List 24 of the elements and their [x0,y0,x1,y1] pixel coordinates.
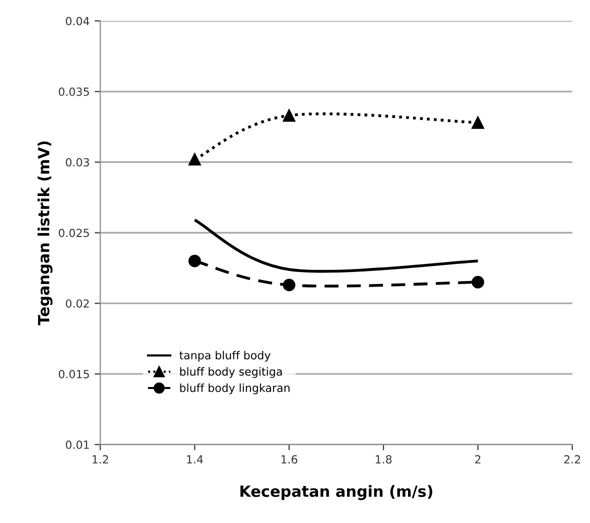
x-tick-label: 2 [475,455,480,464]
point [188,153,201,166]
point [282,278,296,292]
point [282,109,296,122]
x-tick-label: 1.2 [92,455,108,464]
y-tick-label: 0.015 [58,370,89,378]
legend-label: bluff body segitiga [180,367,282,378]
point [472,276,484,288]
y-tick-label: 0.04 [66,16,90,26]
x-tick-label: 1.6 [281,455,298,464]
legend-label: tanpa bluff body [179,350,270,362]
x-axis-title: Kecepatan angin (m/s) [240,485,432,500]
y-tick-label: 0.03 [66,158,89,167]
legend-label: bluff body lingkaran [180,383,290,394]
y-tick-label: 0.01 [66,440,89,449]
point [472,116,484,129]
y-axis-title: Tegangan listrik (mV) [38,141,53,326]
point [188,254,201,268]
y-tick-label: 0.025 [58,228,89,238]
x-tick-label: 2.2 [564,455,580,464]
y-tick-label: 0.035 [58,88,89,96]
x-tick-label: 1.8 [376,455,392,464]
x-tick-label: 1.4 [187,455,203,464]
y-tick-label: 0.02 [66,299,89,308]
